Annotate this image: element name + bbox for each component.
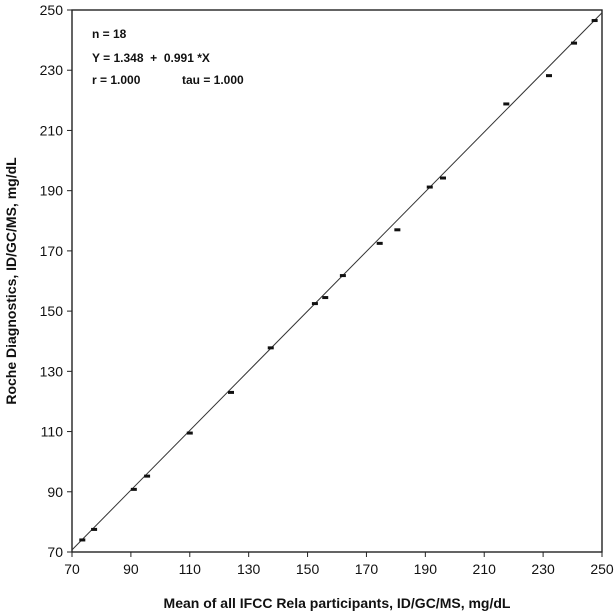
y-tick-label: 90: [47, 484, 63, 500]
y-axis-title: Roche Diagnostics, ID/GC/MS, mg/dL: [3, 157, 19, 405]
data-point: [79, 538, 86, 542]
annotation-r: r = 1.000: [92, 73, 141, 87]
data-point: [503, 102, 510, 106]
x-tick-label: 210: [473, 561, 497, 577]
y-tick-label: 210: [40, 122, 64, 138]
plot-area-frame: [71, 9, 603, 553]
axis-ticks: 70 90 110 130 150 170 190 210 230 250 70 90 110 130 15…: [40, 2, 614, 577]
data-point: [440, 176, 446, 180]
data-point: [322, 296, 329, 300]
data-point: [311, 302, 318, 306]
data-point: [426, 185, 433, 189]
data-point: [376, 241, 383, 245]
data-point: [228, 390, 234, 394]
y-tick-label: 150: [40, 303, 64, 319]
annotation-equation: Y = 1.348 + 0.991 *X: [92, 51, 210, 65]
data-point: [130, 487, 137, 491]
y-tick-label: 250: [40, 2, 64, 18]
data-point: [144, 474, 151, 478]
y-tick-label: 230: [40, 62, 64, 78]
x-tick-label: 70: [64, 561, 80, 577]
x-axis-title: Mean of all IFCC Rela participants, ID/G…: [164, 595, 511, 611]
x-tick-label: 230: [531, 561, 555, 577]
y-tick-label: 130: [40, 363, 64, 379]
x-tick-label: 170: [355, 561, 379, 577]
y-tick-label: 170: [40, 243, 64, 259]
data-point: [591, 19, 598, 23]
y-tick-label: 190: [40, 183, 64, 199]
data-points: [79, 19, 598, 542]
x-tick-label: 110: [179, 561, 202, 577]
y-tick-label: 70: [47, 544, 63, 560]
data-point: [91, 527, 98, 531]
regression-line: [71, 12, 603, 551]
x-tick-label: 250: [590, 561, 614, 577]
x-tick-label: 130: [237, 561, 261, 577]
x-tick-label: 90: [123, 561, 139, 577]
data-point: [394, 228, 401, 232]
data-point: [546, 74, 552, 78]
annotation-tau: tau = 1.000: [182, 73, 244, 87]
x-tick-label: 150: [296, 561, 320, 577]
data-point: [186, 431, 193, 435]
data-point: [571, 41, 578, 45]
annotation-n: n = 18: [92, 27, 127, 41]
x-tick-label: 190: [414, 561, 438, 577]
data-point: [267, 346, 274, 350]
y-tick-label: 110: [41, 424, 64, 440]
data-point: [339, 274, 346, 278]
